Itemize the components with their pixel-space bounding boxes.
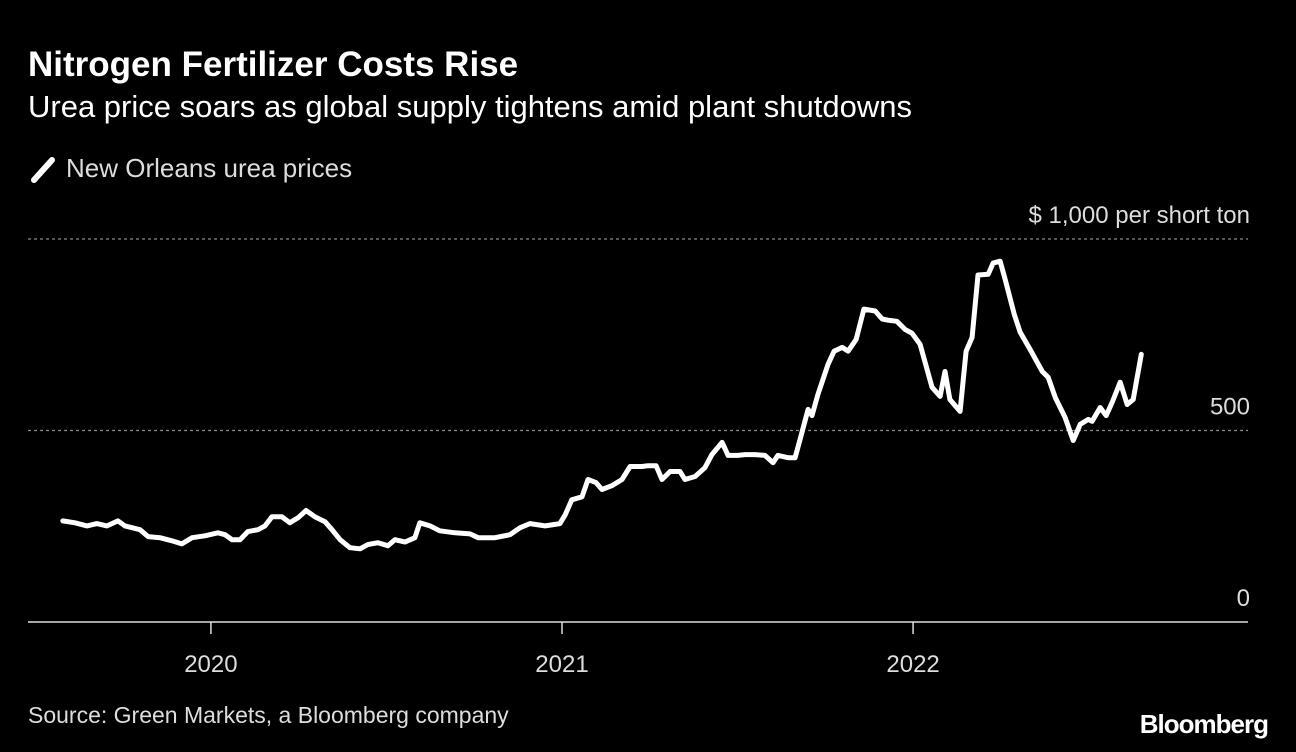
y-tick-label: 500 xyxy=(1210,394,1250,421)
y-tick-label: $ 1,000 per short ton xyxy=(1029,202,1250,229)
chart-subtitle: Urea price soars as global supply tighte… xyxy=(28,89,912,124)
data-line xyxy=(60,258,1144,552)
x-tick-label: 2020 xyxy=(184,651,237,678)
legend-swatch xyxy=(31,157,55,183)
source: Source: Green Markets, a Bloomberg compa… xyxy=(28,702,509,728)
y-tick-label: 0 xyxy=(1237,585,1250,612)
brand-logo: Bloomberg xyxy=(1140,709,1268,739)
legend-label: New Orleans urea prices xyxy=(66,153,352,183)
chart-title: Nitrogen Fertilizer Costs Rise xyxy=(28,45,518,84)
x-tick-label: 2022 xyxy=(886,651,939,678)
x-tick-label: 2021 xyxy=(535,651,588,678)
